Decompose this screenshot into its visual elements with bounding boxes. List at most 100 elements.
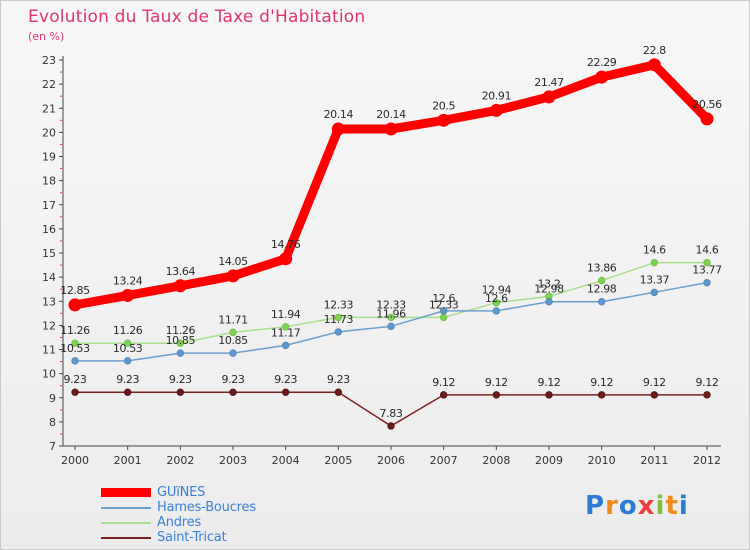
logo-letter: i [678, 491, 689, 521]
data-point-0 [437, 113, 451, 127]
data-label: 11.73 [324, 313, 354, 326]
logo-letter: P [585, 491, 606, 521]
data-label: 20.5 [432, 99, 455, 112]
data-point-2 [71, 339, 79, 347]
data-label: 9.23 [169, 373, 192, 386]
data-label: 9.23 [222, 373, 245, 386]
data-point-2 [439, 313, 448, 322]
x-tick-label: 2010 [588, 454, 616, 467]
data-point-3 [123, 388, 132, 396]
data-label: 12.85 [60, 284, 90, 297]
x-tick-label: 2001 [114, 454, 142, 467]
y-tick-label: 23 [42, 54, 56, 67]
data-point-2 [123, 339, 132, 347]
logo-letter: i [655, 491, 666, 521]
data-label: 9.23 [327, 373, 350, 386]
data-point-3 [703, 391, 711, 399]
data-label: 9.23 [274, 373, 297, 386]
data-point-0 [331, 122, 345, 136]
data-point-3 [492, 391, 501, 399]
legend-item: Andres [101, 515, 256, 530]
data-point-1 [703, 278, 711, 287]
data-point-3 [387, 422, 395, 430]
logo-letter: r [605, 491, 619, 521]
data-point-1 [123, 357, 132, 365]
data-point-0 [226, 269, 240, 283]
data-label: 9.23 [64, 373, 87, 386]
data-label: 9.12 [538, 376, 561, 389]
data-point-1 [545, 298, 553, 306]
data-label: 10.85 [166, 334, 196, 347]
data-label: 9.12 [590, 376, 613, 389]
legend-label: Saint-Tricat [157, 530, 227, 545]
data-label: 11.94 [271, 308, 301, 321]
data-label: 9.12 [432, 376, 455, 389]
data-point-0 [173, 279, 187, 293]
data-point-2 [229, 328, 237, 337]
data-point-3 [176, 388, 185, 396]
y-tick-label: 9 [49, 392, 56, 405]
data-point-1 [71, 357, 79, 365]
data-point-3 [650, 391, 659, 399]
chart-subtitle: (en %) [28, 30, 65, 43]
data-label: 12.33 [324, 298, 354, 311]
y-tick-label: 11 [42, 344, 56, 357]
data-point-1 [229, 349, 237, 357]
data-point-3 [71, 388, 79, 396]
x-tick-label: 2000 [61, 454, 89, 467]
x-tick-label: 2009 [535, 454, 563, 467]
y-tick-label: 20 [42, 126, 56, 139]
data-point-3 [281, 388, 290, 396]
data-point-1 [176, 349, 185, 357]
data-point-2 [650, 258, 659, 267]
y-tick-label: 16 [42, 223, 56, 236]
x-tick-label: 2007 [430, 454, 458, 467]
legend-swatch [101, 506, 151, 509]
data-point-3 [334, 388, 343, 396]
data-point-1 [650, 288, 659, 297]
chart-title: Evolution du Taux de Taxe d'Habitation [28, 7, 366, 27]
x-tick-label: 2002 [166, 454, 194, 467]
proxiti-logo: Proxiti [585, 491, 689, 521]
data-point-2 [176, 339, 185, 347]
x-tick-label: 2004 [272, 454, 300, 467]
data-point-2 [703, 258, 711, 267]
y-tick-label: 18 [42, 175, 56, 188]
data-label: 14.05 [218, 255, 248, 268]
data-point-0 [647, 58, 661, 72]
data-point-1 [597, 298, 606, 306]
data-label: 11.71 [218, 313, 248, 326]
y-tick-label: 8 [49, 416, 56, 429]
y-tick-label: 17 [42, 199, 56, 212]
data-label: 10.53 [60, 342, 90, 355]
data-label: 7.83 [380, 407, 403, 420]
data-label: 13.86 [587, 262, 617, 275]
legend-item: Hames-Boucres [101, 500, 256, 515]
data-label: 9.12 [696, 376, 719, 389]
chart-legend: GUïNES Hames-Boucres Andres Saint-Tricat [101, 485, 256, 545]
legend-label: Andres [157, 515, 202, 530]
data-point-0 [384, 122, 398, 136]
data-label: 20.91 [482, 89, 512, 102]
x-tick-label: 2008 [482, 454, 510, 467]
data-label: 12.6 [432, 292, 455, 305]
x-tick-label: 2003 [219, 454, 247, 467]
data-label: 14.6 [696, 244, 719, 257]
data-label: 21.47 [534, 76, 564, 89]
data-label: 14.6 [643, 244, 666, 257]
data-point-2 [387, 313, 395, 322]
data-point-3 [545, 391, 553, 399]
y-tick-label: 22 [42, 78, 56, 91]
data-point-0 [489, 103, 503, 117]
data-label: 13.64 [166, 265, 196, 278]
data-label: 12.94 [482, 284, 512, 297]
data-label: 13.24 [113, 274, 143, 287]
data-label: 13.77 [692, 264, 722, 277]
y-tick-label: 15 [42, 247, 56, 260]
data-label: 20.56 [692, 98, 722, 111]
data-point-3 [439, 391, 448, 399]
legend-item: Saint-Tricat [101, 530, 256, 545]
data-point-1 [281, 341, 290, 350]
y-tick-label: 12 [42, 319, 56, 332]
